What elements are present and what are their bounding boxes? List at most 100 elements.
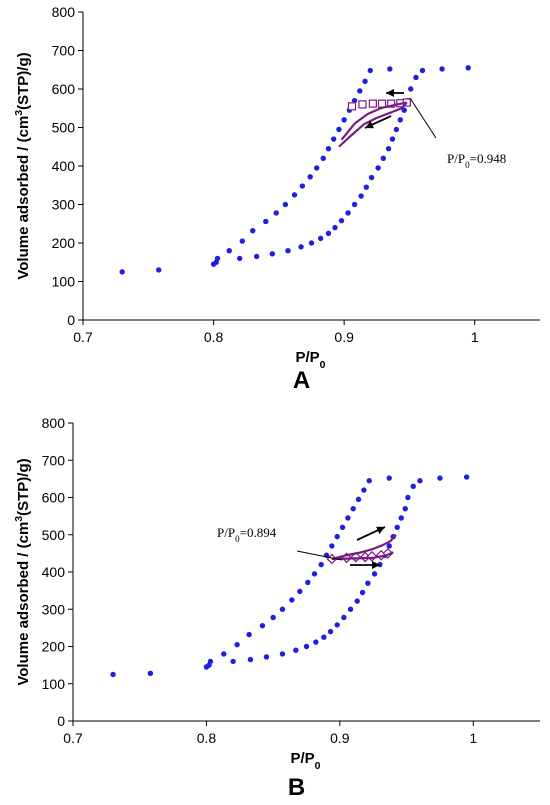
series-scanning-model-lower	[331, 551, 394, 561]
data-point	[317, 235, 324, 242]
series-scanning-model-upper	[340, 101, 408, 141]
data-point	[363, 184, 370, 190]
x-tick-label: 1	[469, 730, 477, 746]
data-point	[359, 589, 366, 596]
data-point	[279, 606, 286, 612]
data-point	[282, 201, 289, 208]
series-scanning-model-upper	[331, 534, 397, 561]
y-tick-label: 400	[52, 158, 76, 174]
data-point	[341, 117, 347, 123]
data-point	[347, 606, 354, 612]
data-point	[239, 238, 245, 244]
direction-arrow-head	[365, 121, 374, 129]
data-point	[413, 74, 419, 81]
x-tick-label: 0.9	[330, 730, 350, 746]
data-point	[385, 145, 392, 152]
y-tick-label: 700	[42, 452, 66, 468]
panel-b: 0 100 200 300 400 500 600 700 800 0.7 0.8 0.9 1 P/P0 V…	[13, 415, 540, 801]
panel-letter: A	[293, 367, 310, 394]
data-point	[334, 622, 340, 628]
data-point	[119, 269, 125, 275]
data-point	[394, 524, 400, 530]
data-point	[463, 474, 470, 480]
data-point	[351, 201, 358, 208]
y-tick-label: 100	[52, 274, 76, 290]
y-tick-label: 800	[52, 4, 76, 20]
data-point	[397, 117, 403, 123]
data-point	[351, 97, 358, 104]
y-tick-label: 100	[42, 676, 66, 692]
model-curve	[338, 101, 408, 148]
x-tick-label: 0.9	[334, 329, 354, 345]
direction-arrow-head	[386, 89, 394, 97]
data-point	[439, 66, 445, 72]
series-desorption-branch	[214, 66, 393, 262]
data-point	[389, 136, 396, 142]
data-point	[350, 505, 356, 512]
data-point	[417, 478, 423, 484]
data-point	[314, 165, 320, 171]
y-tick-label: 700	[52, 43, 76, 59]
direction-arrow-head	[372, 561, 380, 569]
data-point	[320, 155, 326, 161]
data-point	[401, 107, 407, 113]
data-point	[408, 86, 414, 92]
data-point	[465, 65, 471, 71]
model-curve	[331, 551, 394, 561]
data-point	[313, 639, 319, 645]
data-point	[336, 126, 342, 133]
data-point	[332, 224, 338, 231]
data-point	[437, 475, 443, 481]
data-point	[234, 641, 240, 648]
data-point	[345, 515, 351, 521]
data-point	[263, 218, 269, 225]
scanning-point	[366, 551, 378, 562]
scanning-point	[358, 100, 367, 109]
data-point	[419, 67, 426, 74]
data-point	[365, 580, 371, 586]
annotation-label: P/P0=0.894	[217, 525, 277, 544]
data-point	[291, 192, 298, 198]
x-tick-label: 0.8	[204, 329, 224, 345]
data-point	[247, 656, 254, 663]
y-tick-label: 200	[52, 235, 76, 251]
y-tick-label: 400	[42, 564, 66, 580]
scanning-point	[377, 99, 387, 108]
data-point	[393, 126, 400, 133]
panel-a: 0 100 200 300 400 500 600 700 800 0.7 0.8 0.9 1 P/P0 V…	[13, 4, 540, 394]
data-point	[259, 622, 266, 629]
x-axis-label: P/P0	[295, 349, 325, 371]
data-point	[279, 651, 286, 657]
data-point	[321, 634, 327, 640]
data-point	[250, 227, 256, 234]
data-point	[398, 515, 404, 521]
data-point	[386, 475, 392, 481]
data-point	[354, 598, 360, 604]
data-point	[214, 255, 221, 262]
annotation-leader-line	[296, 550, 343, 561]
scanning-point	[368, 99, 377, 108]
data-point	[263, 654, 270, 660]
y-tick-label: 300	[52, 197, 76, 213]
data-point	[226, 248, 232, 254]
data-point	[338, 217, 345, 224]
direction-arrow-head	[376, 526, 385, 534]
annotation-leader-line	[409, 97, 437, 139]
y-tick-label: 300	[42, 601, 66, 617]
data-point	[339, 524, 346, 530]
data-point	[380, 155, 387, 161]
data-point	[298, 244, 304, 250]
data-point	[355, 496, 362, 503]
data-point	[368, 174, 375, 181]
data-point	[357, 88, 363, 94]
data-point	[386, 543, 392, 549]
data-point	[327, 628, 334, 635]
data-point	[367, 67, 373, 74]
x-tick-label: 0.8	[197, 730, 217, 746]
data-point	[387, 66, 393, 72]
data-point	[311, 571, 318, 577]
data-point	[358, 193, 364, 199]
data-point	[405, 494, 411, 501]
data-point	[303, 643, 310, 650]
